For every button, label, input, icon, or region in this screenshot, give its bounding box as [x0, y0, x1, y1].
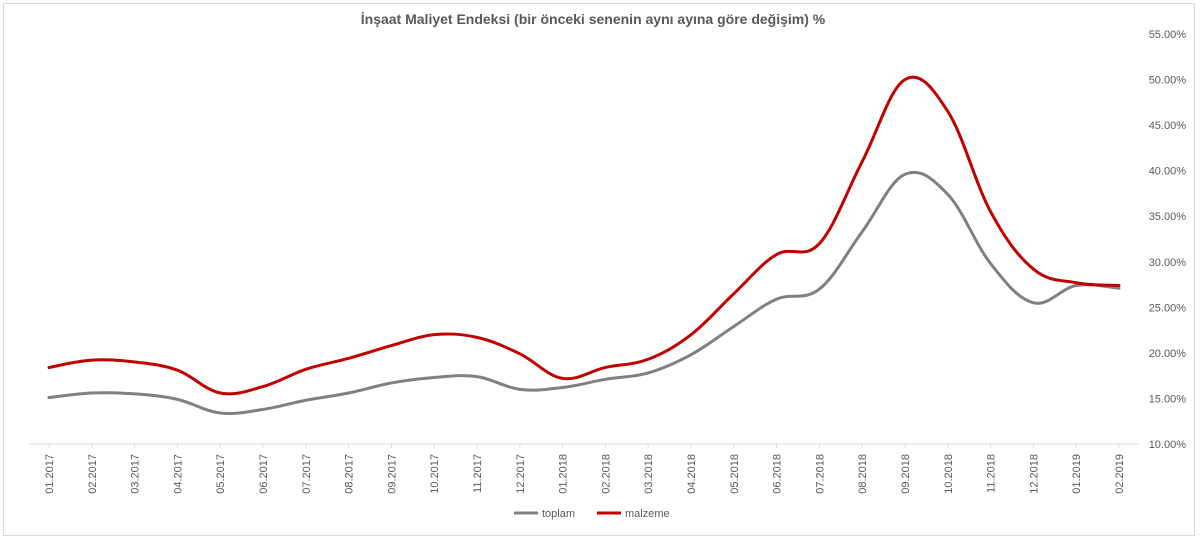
x-tick-label: 06.2017: [258, 454, 270, 494]
y-tick-label: 25.00%: [1149, 302, 1187, 314]
x-tick-label: 10.2018: [943, 454, 955, 494]
y-axis: 10.00% 15.00% 20.00% 25.00% 30.00% 35.00% 40.0…: [1149, 29, 1187, 451]
x-axis: 01.2017 02.2017 03.2017 04.2017 05.2017 06.20…: [44, 444, 1126, 494]
y-tick-label: 40.00%: [1149, 166, 1187, 178]
y-tick-label: 15.00%: [1149, 393, 1187, 405]
chart-title: İnşaat Maliyet Endeksi (bir önceki senen…: [361, 11, 826, 27]
x-tick-label: 05.2018: [729, 454, 741, 494]
x-tick-label: 02.2017: [87, 454, 99, 494]
y-tick-label: 35.00%: [1149, 211, 1187, 223]
series-line-toplam: [47, 170, 1121, 416]
x-tick-label: 02.2019: [1114, 454, 1126, 494]
x-tick-label: 04.2018: [686, 454, 698, 494]
y-tick-label: 10.00%: [1149, 439, 1187, 451]
series-layer: [47, 75, 1121, 416]
x-tick-label: 01.2018: [558, 454, 570, 494]
x-tick-label: 07.2017: [301, 454, 313, 494]
y-tick-label: 30.00%: [1149, 257, 1187, 269]
x-tick-label: 09.2018: [900, 454, 912, 494]
x-tick-label: 12.2017: [515, 454, 527, 494]
x-tick-label: 11.2017: [472, 454, 484, 493]
legend-label-toplam: toplam: [542, 508, 575, 520]
x-tick-label: 02.2018: [600, 454, 612, 494]
y-tick-label: 20.00%: [1149, 348, 1187, 360]
x-tick-label: 12.2018: [1028, 454, 1040, 494]
x-tick-label: 09.2017: [386, 454, 398, 494]
x-tick-label: 08.2017: [344, 454, 356, 494]
x-tick-label: 07.2018: [814, 454, 826, 494]
x-tick-label: 05.2017: [215, 454, 227, 494]
legend-label-malzeme: malzeme: [625, 508, 670, 520]
x-tick-label: 03.2017: [130, 454, 142, 494]
x-tick-label: 11.2018: [986, 454, 998, 493]
y-tick-label: 55.00%: [1149, 29, 1187, 41]
x-tick-label: 06.2018: [772, 454, 784, 494]
x-tick-label: 08.2018: [857, 454, 869, 494]
x-tick-label: 01.2019: [1071, 454, 1083, 494]
series-line-malzeme: [47, 75, 1121, 396]
legend: toplam malzeme: [514, 508, 670, 520]
y-tick-label: 50.00%: [1149, 75, 1187, 87]
y-tick-label: 45.00%: [1149, 120, 1187, 132]
x-tick-label: 03.2018: [643, 454, 655, 494]
x-tick-label: 10.2017: [429, 454, 441, 494]
x-tick-label: 01.2017: [44, 454, 56, 494]
x-tick-label: 04.2017: [172, 454, 184, 494]
